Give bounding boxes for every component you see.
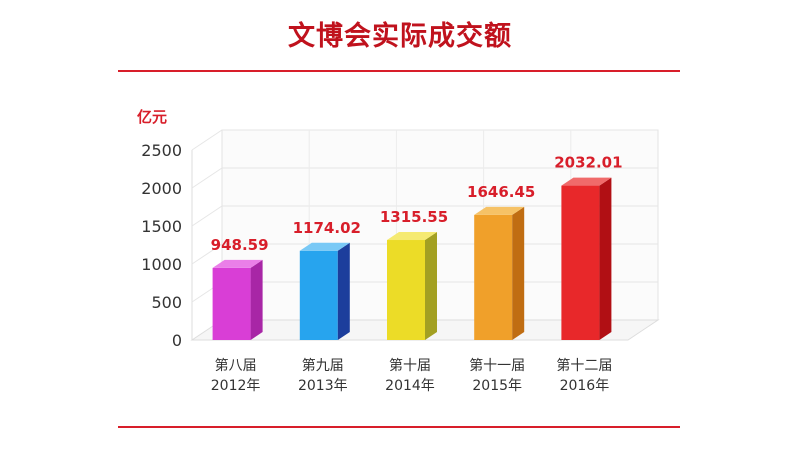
value-label: 1315.55 <box>380 208 448 226</box>
bar <box>474 214 513 340</box>
bar-side <box>599 177 612 340</box>
y-tick-label: 2500 <box>141 141 182 160</box>
chart-title: 文博会实际成交额 <box>288 21 512 52</box>
y-tick-label: 2000 <box>141 179 182 198</box>
value-label: 1646.45 <box>467 183 535 201</box>
bar-side <box>512 206 525 340</box>
gridline <box>191 129 658 151</box>
x-tick-label: 第十二届 <box>556 357 612 374</box>
top-divider <box>118 70 680 72</box>
bar-side <box>250 259 263 340</box>
bar-top <box>561 177 612 186</box>
bar-top <box>474 206 525 215</box>
gridline <box>191 167 658 189</box>
bar-top <box>387 232 437 241</box>
x-tick-label: 2013年 <box>298 378 348 394</box>
x-tick-label: 第十一届 <box>469 357 525 374</box>
value-label: 1174.02 <box>293 219 361 237</box>
x-tick-label: 2015年 <box>472 378 522 394</box>
y-tick-label: 500 <box>151 293 182 312</box>
bar-top <box>299 242 350 251</box>
y-tick-label: 1000 <box>141 255 182 274</box>
y-tick-label: 0 <box>172 331 182 350</box>
bottom-divider <box>118 426 680 428</box>
value-label: 2032.01 <box>554 154 622 172</box>
bar <box>212 267 251 340</box>
bar-side <box>425 232 437 340</box>
bar-top <box>212 259 263 268</box>
y-tick-label: 1500 <box>141 217 182 236</box>
bar <box>387 240 425 340</box>
value-label: 948.59 <box>211 236 269 254</box>
gridline <box>191 205 658 227</box>
y-axis-unit: 亿元 <box>137 108 167 126</box>
bar <box>561 185 600 340</box>
x-tick-label: 第九届 <box>302 357 344 374</box>
x-tick-label: 第八届 <box>215 357 257 374</box>
x-tick-label: 第十届 <box>389 357 431 374</box>
bar-side <box>337 242 350 340</box>
x-tick-label: 2014年 <box>385 378 435 394</box>
bar <box>299 250 338 340</box>
x-tick-label: 2012年 <box>211 378 261 394</box>
x-tick-label: 2016年 <box>560 378 610 394</box>
